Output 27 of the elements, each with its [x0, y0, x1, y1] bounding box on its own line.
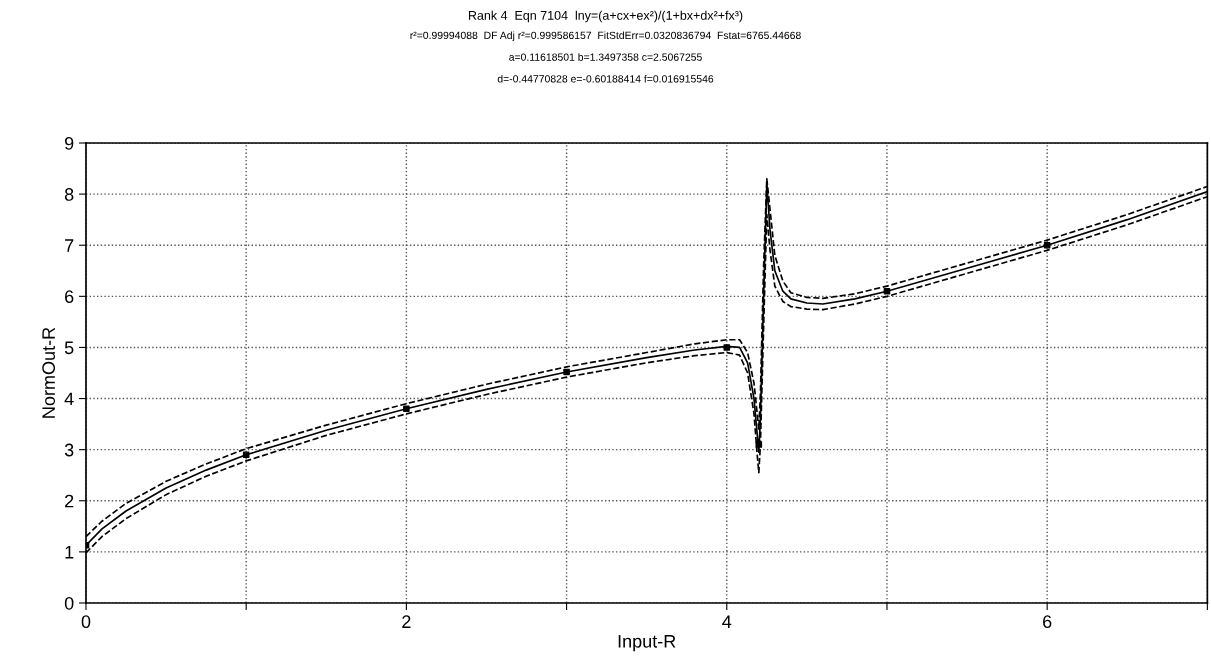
x-tick-label: 4 [722, 615, 732, 628]
y-tick-label: 3 [64, 443, 74, 457]
y-tick-label: 2 [65, 494, 74, 508]
y-tick-label: 4 [64, 392, 74, 406]
text: d=-0.44770828 e=-0.60188414 f=0.016915546 [497, 74, 714, 83]
point [755, 441, 763, 448]
y-tick-label: 7 [65, 239, 74, 252]
y-tick-label: 9 [64, 136, 74, 150]
point [723, 344, 731, 351]
x-tick-label: 0 [81, 615, 91, 629]
y-tick-label: 8 [64, 188, 74, 201]
point [883, 287, 891, 295]
y-tick-label: 6 [65, 290, 74, 304]
x-axis-title: Input-R [618, 635, 676, 652]
y-tick-label: 0 [64, 596, 74, 610]
x-tick-label: 2 [402, 615, 411, 628]
y-axis-title: NormOut-R [42, 327, 56, 418]
y-tick-label: 5 [64, 341, 74, 355]
text: a=0.11618501 b=1.3497358 c=2.5067255 [509, 53, 702, 61]
point [563, 368, 570, 376]
point [242, 451, 250, 459]
x-tick-label: 6 [1043, 615, 1052, 629]
chart-subtitle: r²=0.99994088 DF Adj r²=0.999586157 FitStdErr=0.0320836794 Fstat=6765.44668 [410, 31, 801, 42]
y-tick-label: 1 [65, 546, 74, 559]
chart-title: Rank 4 Eqn 7104 lny=(a+cx+ex²)/(1+bx+dx²+fx³) [468, 10, 743, 23]
point [1043, 241, 1051, 249]
point [403, 405, 410, 413]
